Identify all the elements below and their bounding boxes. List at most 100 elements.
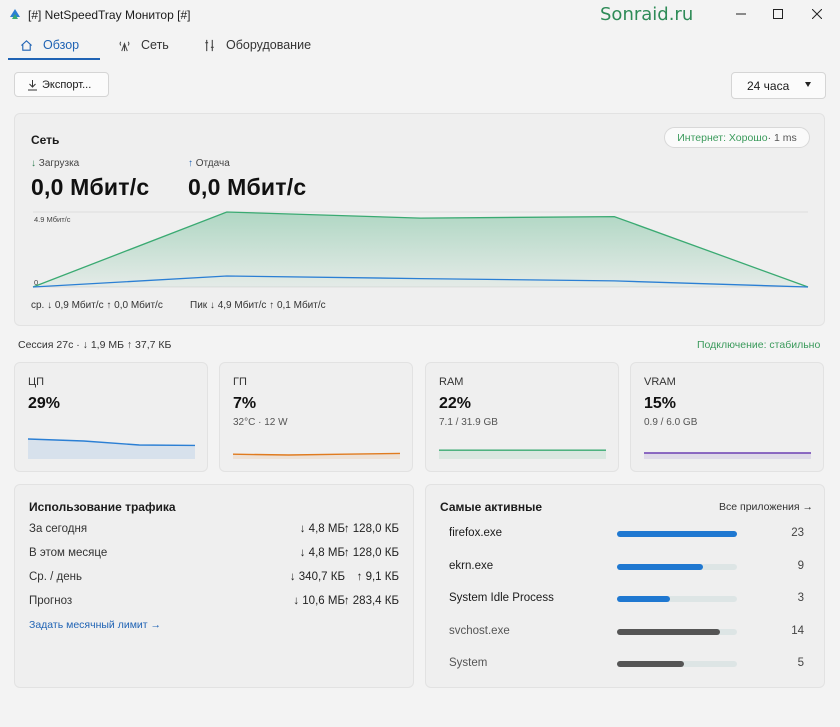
minimize-button[interactable]: [718, 0, 764, 28]
traffic-row-down: ↓ 340,7 КБ: [289, 571, 345, 583]
session-info: Сессия 27с · ↓ 1,9 МБ ↑ 37,7 КБ: [18, 339, 172, 351]
process-bar-fill: [617, 563, 704, 570]
upload-value: 0,0 Мбит/с: [188, 174, 307, 200]
set-limit-link[interactable]: Задать месячный лимит →: [29, 619, 162, 631]
ram-card: RAM 22% 7.1 / 31.9 GB: [425, 362, 619, 472]
sparkline-area: [28, 439, 195, 459]
cpu-card: ЦП 29%: [14, 362, 208, 472]
download-icon: [28, 79, 37, 90]
connection-status: Подключение: стабильно: [697, 339, 821, 351]
cpu-label: ЦП: [28, 376, 45, 388]
title-bar: [#] NetSpeedTray Монитор [#] Sonraid.ru: [0, 0, 840, 28]
gpu-card: ГП 7% 32°C · 12 W: [219, 362, 413, 472]
minimize-icon: [736, 13, 746, 15]
process-bar-track: [617, 563, 737, 570]
gpu-sub: 32°C · 12 W: [233, 417, 288, 428]
process-bar-track: [617, 661, 737, 667]
download-arrow-icon: ↓: [31, 158, 36, 169]
all-apps-link[interactable]: Все приложения →: [719, 501, 813, 513]
watermark-text: Sonraid.ru: [600, 4, 694, 25]
process-bar-fill: [617, 661, 685, 667]
process-name: ekrn.exe: [449, 559, 494, 572]
download-value: 0,0 Мбит/с: [31, 174, 150, 200]
cpu-value: 29%: [28, 395, 61, 412]
process-bar-track: [617, 531, 737, 537]
internet-status-badge: Интернет: Хорошо · 1 ms: [664, 127, 810, 148]
process-count: 9: [797, 559, 804, 572]
traffic-row-up: ↑ 128,0 КБ: [343, 523, 399, 535]
traffic-row-up: ↑ 128,0 КБ: [343, 547, 399, 559]
maximize-icon: [773, 9, 783, 19]
traffic-usage-card: Использование трафика За сегодня ↓ 4,8 М…: [14, 484, 414, 688]
process-bar-fill: [617, 596, 670, 602]
traffic-row-up: ↑ 9,1 КБ: [356, 571, 399, 583]
y-axis-min-label: 0: [34, 278, 39, 287]
close-icon: [812, 9, 822, 19]
traffic-title: Использование трафика: [29, 500, 176, 514]
upload-arrow-icon: ↑: [188, 158, 193, 169]
internet-latency: · 1 ms: [767, 131, 797, 144]
maximize-button[interactable]: [755, 0, 801, 28]
app-logo-icon: [10, 9, 20, 19]
upload-label: ↑ Отдача: [188, 158, 230, 169]
traffic-row-label: В этом месяце: [29, 547, 108, 559]
process-count: 14: [791, 624, 804, 637]
process-count: 23: [791, 527, 804, 539]
tab-hardware[interactable]: Оборудование: [203, 30, 311, 60]
network-title: Сеть: [31, 133, 60, 147]
traffic-row-up: ↑ 283,4 КБ: [343, 595, 399, 607]
ram-label: RAM: [439, 376, 464, 388]
time-range-select[interactable]: 24 часа: [731, 72, 826, 99]
time-range-value: 24 часа: [747, 78, 790, 93]
internet-status: Интернет: Хорошо: [677, 131, 768, 144]
traffic-row-label: Прогноз: [29, 595, 73, 607]
tab-overview[interactable]: Обзор: [20, 30, 79, 60]
y-axis-max-label: 4.9 Мбит/с: [34, 215, 71, 224]
vram-sparkline: [644, 452, 811, 459]
export-button[interactable]: Экспорт...: [14, 72, 109, 97]
tab-network[interactable]: Сеть: [118, 30, 169, 60]
tab-label: Оборудование: [226, 38, 312, 52]
most-active-title: Самые активные: [440, 500, 543, 514]
process-name: firefox.exe: [449, 527, 503, 539]
home-icon: [21, 39, 32, 51]
ram-sparkline: [439, 449, 606, 459]
process-bar-track: [617, 596, 737, 602]
traffic-row-down: ↓ 4,8 МБ: [299, 547, 345, 559]
gpu-value: 7%: [233, 395, 257, 412]
ram-sub: 7.1 / 31.9 GB: [439, 417, 498, 428]
hardware-icon: [205, 39, 214, 51]
process-bar-fill: [617, 531, 737, 537]
peak-stats: Пик ↓ 4,9 Мбит/с ↑ 0,1 Мбит/с: [190, 300, 326, 311]
tab-label: Обзор: [43, 38, 80, 52]
upload-series-line: [32, 275, 809, 288]
vram-label: VRAM: [644, 376, 676, 388]
process-bar-fill: [617, 628, 721, 635]
chevron-down-icon: [805, 82, 811, 87]
download-label: ↓ Загрузка: [31, 158, 80, 169]
average-stats: ср. ↓ 0,9 Мбит/с ↑ 0,0 Мбит/с: [31, 300, 163, 311]
window-title: [#] NetSpeedTray Монитор [#]: [28, 8, 191, 22]
vram-sub: 0.9 / 6.0 GB: [644, 417, 698, 428]
antenna-icon: [119, 40, 130, 51]
vram-card: VRAM 15% 0.9 / 6.0 GB: [630, 362, 824, 472]
process-bar-track: [617, 628, 737, 635]
sparkline-line: [27, 438, 196, 447]
sparkline-area: [439, 450, 606, 459]
traffic-row-label: Ср. / день: [29, 571, 82, 583]
ram-value: 22%: [439, 395, 472, 412]
network-card: Сеть Интернет: Хорошо · 1 ms ↓ Загрузка …: [14, 113, 825, 326]
export-label: Экспорт...: [42, 78, 92, 91]
close-button[interactable]: [794, 0, 840, 28]
tab-label: Сеть: [141, 38, 169, 52]
process-name: System: [449, 657, 488, 669]
traffic-row-down: ↓ 4,8 МБ: [299, 523, 345, 535]
download-area: [33, 212, 808, 287]
download-series-line: [32, 211, 809, 288]
process-count: 3: [797, 592, 804, 604]
process-name: System Idle Process: [449, 592, 554, 604]
most-active-card: Самые активные Все приложения → firefox.…: [425, 484, 825, 688]
cpu-sparkline: [27, 438, 196, 459]
gpu-label: ГП: [233, 376, 247, 388]
tab-bar: Обзор Сеть Оборудование: [0, 30, 840, 62]
